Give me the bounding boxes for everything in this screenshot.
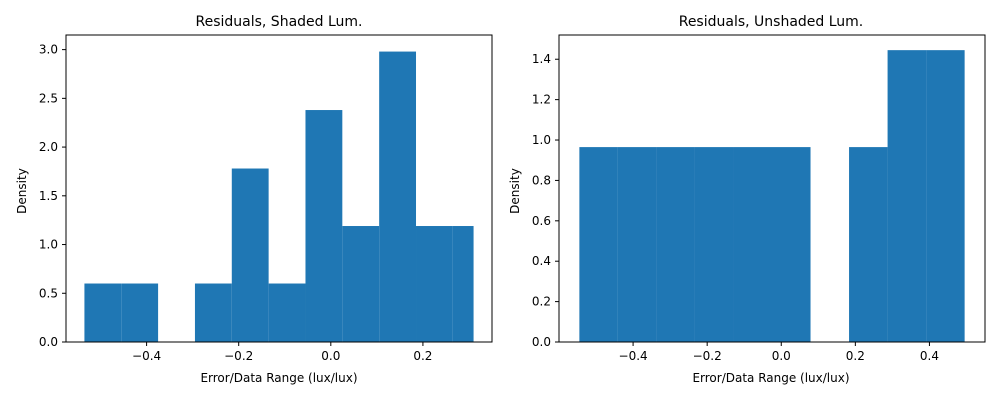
x-tick-label: −0.2 [224,349,253,363]
y-tick-label: 1.0 [532,133,551,147]
y-tick-label: 3.0 [39,43,58,57]
x-axis-label: Error/Data Range (lux/lux) [200,371,357,385]
y-tick-label: 0.4 [532,254,551,268]
x-tick-label: −0.4 [619,349,648,363]
y-tick-label: 0.8 [532,173,551,187]
histogram-bar [926,50,965,343]
y-tick-label: 2.0 [39,140,58,154]
histogram-bar [656,147,695,342]
plot-area: −0.4 −0.2 0.0 0.2 0.0 0.5 1.0 1.5 2.0 2.5 3.0 [39,34,493,363]
x-tick-label: 0.4 [920,349,939,363]
y-tick-label: 0.0 [39,335,58,349]
x-tick-label: −0.2 [693,349,722,363]
y-tick-label: 1.5 [39,189,58,203]
axes-frame [558,34,986,343]
histogram-bar [452,226,474,342]
chart-title: Residuals, Unshaded Lum. [679,14,864,30]
histogram-bar [887,50,927,343]
y-axis-label: Density [15,168,29,214]
y-tick-label: 0.6 [532,214,551,228]
histogram-bar [416,226,453,342]
y-tick-label: 0.2 [532,295,551,309]
plot-area: −0.4 −0.2 0.0 0.2 0.4 0.0 0.2 0.4 0.6 0.8 1.0 1.2 1.… [532,34,986,363]
y-tick-label: 0.5 [39,286,58,300]
histogram-bar [231,168,269,342]
histogram-bar [268,283,306,342]
histogram-bar [772,147,811,342]
y-tick-label: 1.4 [532,52,551,66]
x-tick-label: 0.0 [772,349,791,363]
histogram-bar [694,147,734,342]
histogram-bar [849,147,888,342]
histogram-bar [194,283,232,342]
histogram-bar [579,147,618,342]
x-tick-label: −0.4 [132,349,161,363]
histogram-bar [121,283,159,342]
histogram-bar [379,51,417,342]
chart-panel-shaded: Residuals, Shaded Lum. −0.4 −0.2 0.0 0.2 0.0… [15,14,493,385]
y-tick-label: 1.2 [532,93,551,107]
y-tick-label: 2.5 [39,91,58,105]
y-tick-label: 0.0 [532,335,551,349]
histogram-bar [305,110,343,342]
histogram-bar [733,147,772,342]
chart-panel-unshaded: Residuals, Unshaded Lum. −0.4 −0.2 0.0 0.2 0… [508,14,986,385]
histogram-bar [84,283,122,342]
y-axis-label: Density [508,168,522,214]
histogram-bar [342,226,380,342]
histogram-bar [617,147,657,342]
x-tick-label: 0.0 [321,349,340,363]
x-tick-label: 0.2 [413,349,432,363]
x-axis-label: Error/Data Range (lux/lux) [692,371,849,385]
chart-title: Residuals, Shaded Lum. [195,14,362,30]
axes-frame [65,34,493,343]
y-tick-label: 1.0 [39,238,58,252]
x-tick-label: 0.2 [846,349,865,363]
